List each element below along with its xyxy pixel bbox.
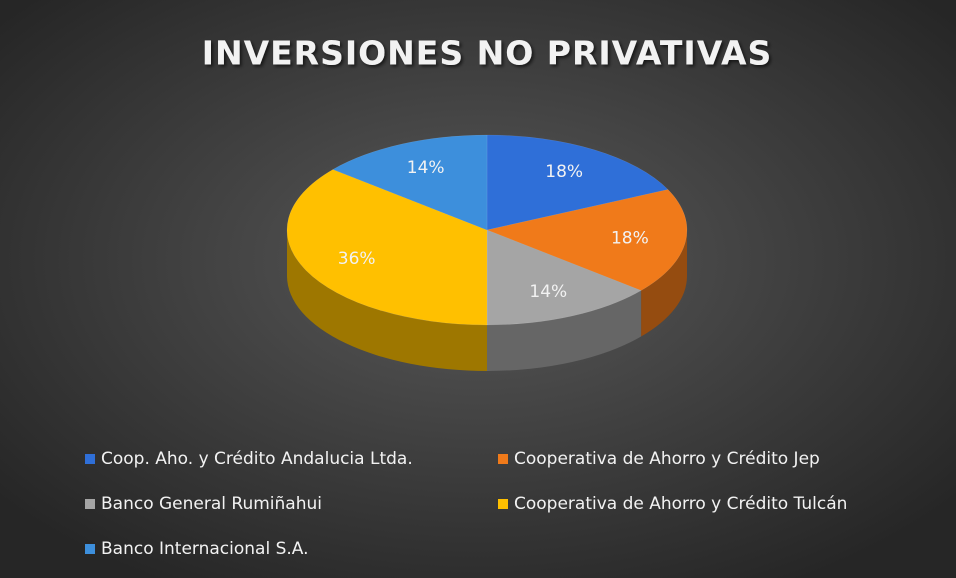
pie-sides [287, 230, 687, 371]
data-label: 36% [338, 249, 376, 269]
legend-swatch [498, 499, 508, 509]
pie-slice [286, 169, 488, 326]
legend-label: Coop. Aho. y Crédito Andalucia Ltda. [101, 449, 413, 469]
chart-title: INVERSIONES NO PRIVATIVAS [202, 34, 773, 73]
pie-slice [332, 134, 488, 231]
pie-side [641, 230, 687, 337]
pie-slice [486, 189, 688, 291]
legend-label: Banco Internacional S.A. [101, 539, 309, 559]
legend-label: Cooperativa de Ahorro y Crédito Tulcán [514, 494, 847, 514]
data-labels: 18% 18% 14% 36% 14% [338, 158, 649, 302]
legend-swatch [498, 454, 508, 464]
pie-slice [486, 229, 642, 326]
pie-side [287, 230, 487, 371]
data-label: 14% [529, 282, 567, 302]
data-label: 14% [407, 158, 445, 178]
pie-slice [486, 134, 669, 231]
legend: Coop. Aho. y Crédito Andalucia Ltda. Coop… [85, 449, 847, 559]
pie-tops [286, 134, 688, 326]
legend-label: Banco General Rumiñahui [101, 494, 322, 514]
data-label: 18% [611, 229, 649, 249]
legend-swatch [85, 499, 95, 509]
legend-swatch [85, 544, 95, 554]
pie-side [487, 290, 642, 371]
legend-swatch [85, 454, 95, 464]
legend-label: Cooperativa de Ahorro y Crédito Jep [514, 449, 820, 469]
data-label: 18% [545, 162, 583, 182]
